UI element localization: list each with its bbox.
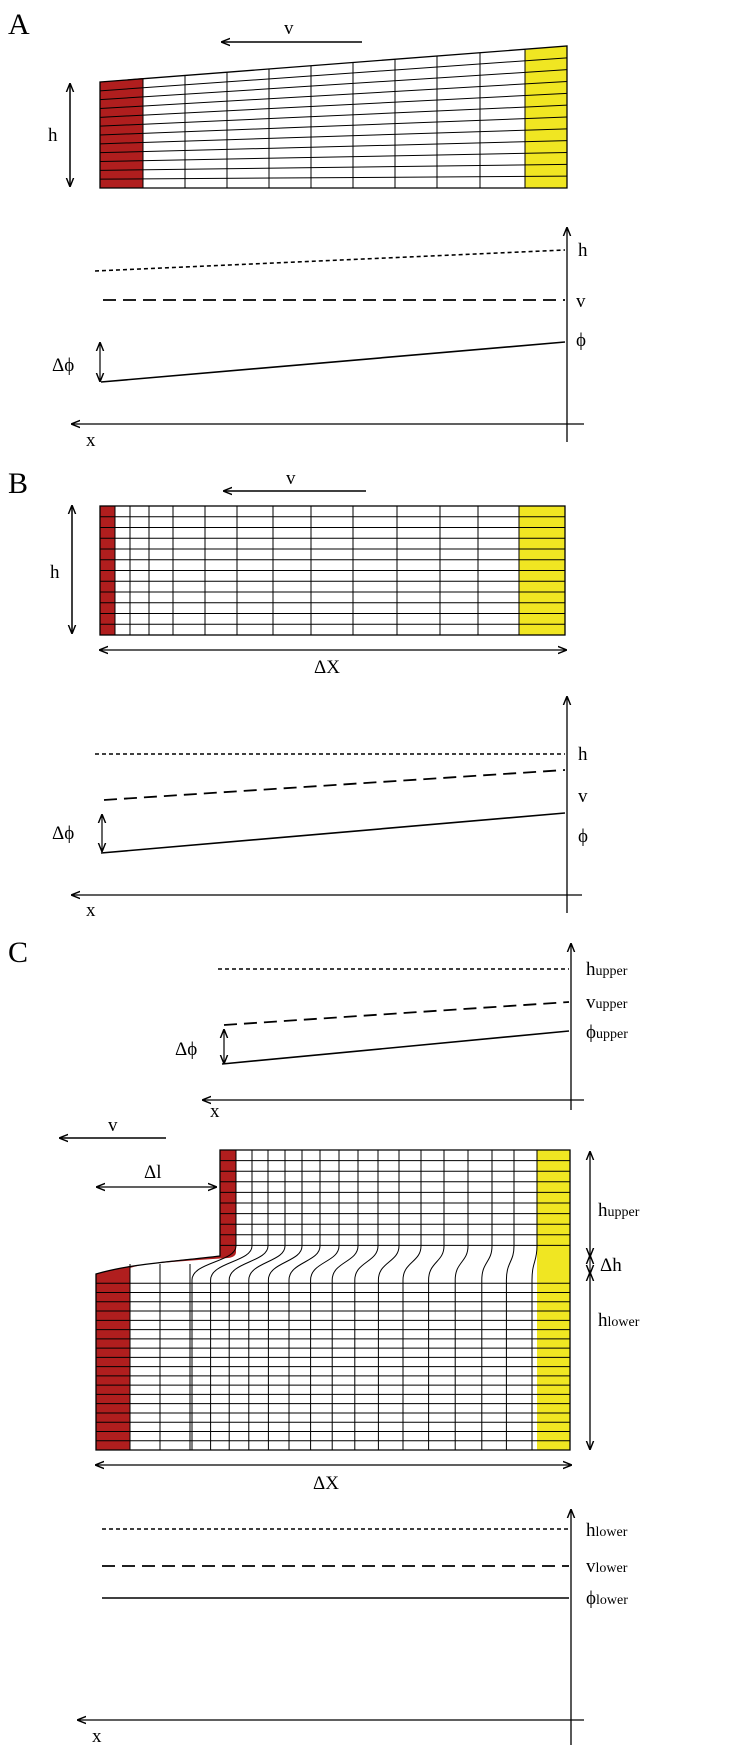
- panel-a-letter: A: [8, 8, 30, 41]
- side-brackets: hupper Δh hlower: [590, 1152, 640, 1449]
- grid-row-line: [99, 163, 568, 171]
- velocity-label: v: [284, 18, 294, 39]
- grid-column-line: [288, 1150, 321, 1450]
- dh-label: Δh: [600, 1255, 622, 1276]
- rect-grid: [99, 505, 566, 636]
- profile-plot-b: h v ϕ Δϕ x: [52, 697, 588, 921]
- panel-a: A v h h v ϕ Δϕ x: [8, 8, 588, 451]
- grid-column-line: [531, 1150, 538, 1450]
- width-label: ΔX: [314, 657, 340, 678]
- grid-column-line: [228, 1150, 269, 1450]
- x-label: x: [86, 900, 96, 921]
- dl-label: Δl: [144, 1162, 162, 1183]
- grid-column-line: [428, 1150, 445, 1450]
- lower-profile-plot: x hlower vlower ϕlower: [78, 1510, 628, 1747]
- phi-label: ϕ: [576, 330, 586, 351]
- grid-column-line: [310, 1150, 340, 1450]
- grid-row-line: [99, 69, 568, 101]
- phi-upper-line: [221, 1030, 570, 1065]
- v-label: v: [576, 291, 586, 312]
- grid-outline: [95, 1149, 571, 1451]
- grid-column-line: [505, 1150, 515, 1450]
- yellow-block: [537, 1150, 570, 1450]
- profile-plot-a: h v ϕ Δϕ x: [52, 228, 588, 451]
- width-label: ΔX: [313, 1473, 339, 1494]
- panel-c-letter: C: [8, 936, 28, 969]
- grid-column-line: [402, 1150, 422, 1450]
- h-lower-label: hlower: [586, 1520, 628, 1541]
- x-label: x: [92, 1726, 102, 1747]
- x-label: x: [86, 430, 96, 451]
- panel-c: C Δϕ x hupper vupper ϕupper v Δl ΔX: [8, 936, 640, 1747]
- grid-row-line: [99, 128, 568, 145]
- grid-row-line: [99, 104, 568, 127]
- panel-b-letter: B: [8, 467, 28, 500]
- phi-label: ϕ: [578, 826, 588, 847]
- x-label: x: [210, 1101, 220, 1122]
- h-lower-side-label: hlower: [598, 1310, 640, 1331]
- v-upper-line: [223, 1001, 570, 1026]
- grid-row-line: [99, 140, 568, 154]
- v-lower-label: vlower: [586, 1556, 628, 1577]
- grid-column-line: [454, 1150, 469, 1450]
- grid-column-line: [354, 1150, 379, 1450]
- grid-row-line: [99, 57, 568, 92]
- height-label: h: [48, 125, 58, 146]
- red-block: [100, 78, 143, 188]
- h-upper-side-label: hupper: [598, 1200, 640, 1221]
- grid-row-line: [99, 81, 568, 109]
- grid-row-line: [99, 152, 568, 162]
- dphi-label: Δϕ: [52, 355, 74, 376]
- panel-b: B v h ΔX h v ϕ Δϕ x: [8, 467, 588, 921]
- upper-profile-plot: Δϕ x hupper vupper ϕupper: [175, 944, 628, 1122]
- phi-lower-label: ϕlower: [586, 1588, 628, 1609]
- grid-row-line: [99, 116, 568, 136]
- h-label: h: [578, 744, 588, 765]
- grid-lines: [96, 1150, 570, 1450]
- tapered-grid: [99, 45, 568, 189]
- velocity-label: v: [286, 468, 296, 489]
- grid-outline: [99, 505, 566, 636]
- grid-row-line: [99, 92, 568, 118]
- v-upper-label: vupper: [586, 992, 628, 1013]
- dphi-label: Δϕ: [175, 1039, 197, 1060]
- v-label: v: [578, 786, 588, 807]
- phi-line: [100, 812, 566, 854]
- grid-row-line: [99, 175, 568, 180]
- step-grid: [95, 1149, 571, 1451]
- h-upper-label: hupper: [586, 959, 628, 980]
- grid-outline: [99, 45, 568, 189]
- h-label: h: [578, 240, 588, 261]
- grid-column-line: [481, 1150, 493, 1450]
- phi-line: [100, 341, 566, 383]
- grid-lines: [99, 49, 568, 188]
- grid-column-line: [191, 1150, 237, 1450]
- grid-column-line: [377, 1150, 400, 1450]
- grid-column-line: [267, 1150, 303, 1450]
- grid-column-line: [210, 1150, 253, 1450]
- dphi-label: Δϕ: [52, 823, 74, 844]
- grid-column-line: [331, 1150, 359, 1450]
- grid-column-line: [248, 1150, 286, 1450]
- velocity-label: v: [108, 1115, 118, 1136]
- v-line: [103, 769, 566, 801]
- grid-lines: [100, 506, 565, 635]
- phi-upper-label: ϕupper: [586, 1022, 628, 1043]
- red-block: [96, 1150, 236, 1450]
- height-label: h: [50, 562, 60, 583]
- h-line: [94, 249, 566, 272]
